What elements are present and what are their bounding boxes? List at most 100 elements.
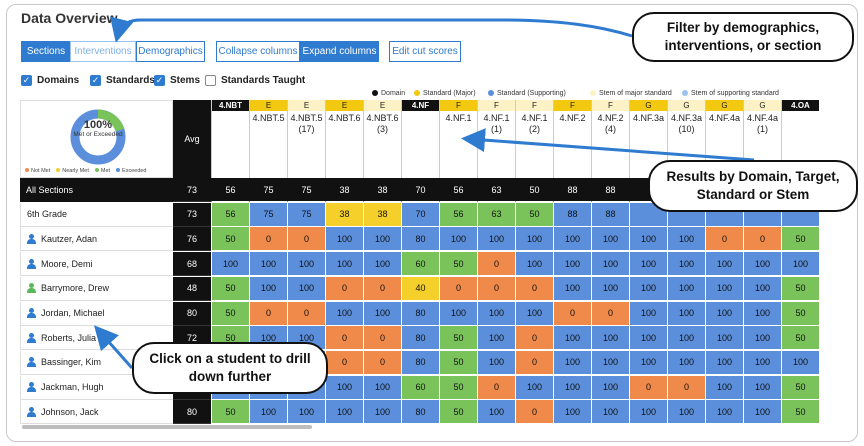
score-cell[interactable]: 0	[515, 276, 553, 301]
score-cell[interactable]: 100	[743, 301, 781, 326]
score-cell[interactable]: 100	[515, 227, 553, 252]
column-header[interactable]: F 4.NF.1 (2)	[515, 100, 553, 178]
score-cell[interactable]: 100	[325, 227, 363, 252]
score-cell[interactable]: 50	[781, 375, 819, 400]
column-header[interactable]: 4.NF	[401, 100, 439, 178]
score-cell[interactable]: 100	[629, 326, 667, 351]
score-cell[interactable]: 100	[781, 350, 819, 375]
score-cell[interactable]: 50	[515, 202, 553, 227]
score-cell[interactable]: 100	[667, 227, 705, 252]
column-header[interactable]: F 4.NF.2	[553, 100, 591, 178]
score-cell[interactable]: 56	[439, 202, 477, 227]
score-cell[interactable]: 80	[401, 301, 439, 326]
score-cell[interactable]: 100	[591, 276, 629, 301]
score-cell[interactable]: 100	[515, 375, 553, 400]
score-cell[interactable]: 0	[477, 375, 515, 400]
collapse-columns-button[interactable]: Collapse columns	[216, 41, 300, 62]
row-name-cell[interactable]: Kautzer, Adan	[20, 227, 173, 252]
edit-cut-scores-button[interactable]: Edit cut scores	[389, 41, 461, 62]
score-cell[interactable]: 50	[439, 350, 477, 375]
score-cell[interactable]: 100	[477, 326, 515, 351]
checkbox-icon[interactable]	[205, 74, 216, 86]
sections-button[interactable]: Sections	[21, 41, 71, 62]
expand-columns-button[interactable]: Expand columns	[300, 41, 379, 62]
score-cell[interactable]: 63	[477, 202, 515, 227]
row-name-cell[interactable]: 6th Grade	[20, 202, 173, 227]
score-cell[interactable]: 75	[249, 202, 287, 227]
row-name-cell[interactable]: All Sections	[20, 178, 173, 202]
score-cell[interactable]: 100	[439, 227, 477, 252]
score-cell[interactable]: 0	[363, 350, 401, 375]
row-name-cell[interactable]: Barrymore, Drew	[20, 276, 173, 301]
score-cell[interactable]: 60	[401, 252, 439, 277]
avg-column-header[interactable]: Avg	[173, 100, 211, 178]
score-cell[interactable]: 50	[439, 375, 477, 400]
score-cell[interactable]: 88	[591, 178, 629, 202]
score-cell[interactable]: 0	[591, 301, 629, 326]
score-cell[interactable]: 100	[515, 252, 553, 277]
score-cell[interactable]: 100	[363, 252, 401, 277]
score-cell[interactable]: 0	[553, 301, 591, 326]
score-cell[interactable]: 100	[325, 375, 363, 400]
score-cell[interactable]: 75	[287, 178, 325, 202]
score-cell[interactable]: 0	[287, 301, 325, 326]
score-cell[interactable]: 0	[287, 227, 325, 252]
score-cell[interactable]: 100	[553, 276, 591, 301]
score-cell[interactable]: 100	[705, 400, 743, 425]
score-cell[interactable]: 80	[401, 400, 439, 425]
score-cell[interactable]: 100	[705, 375, 743, 400]
score-cell[interactable]: 50	[439, 326, 477, 351]
score-cell[interactable]: 100	[743, 350, 781, 375]
score-cell[interactable]: 100	[249, 400, 287, 425]
score-cell[interactable]: 100	[705, 350, 743, 375]
horizontal-scrollbar[interactable]	[22, 425, 312, 429]
score-cell[interactable]: 100	[591, 227, 629, 252]
score-cell[interactable]: 56	[439, 178, 477, 202]
score-cell[interactable]: 50	[211, 301, 249, 326]
score-cell[interactable]: 100	[629, 227, 667, 252]
score-cell[interactable]: 100	[477, 227, 515, 252]
score-cell[interactable]: 100	[363, 301, 401, 326]
score-cell[interactable]: 0	[325, 276, 363, 301]
row-name-cell[interactable]: Johnson, Jack	[20, 400, 173, 425]
score-cell[interactable]: 100	[325, 301, 363, 326]
score-cell[interactable]: 100	[591, 252, 629, 277]
score-cell[interactable]: 100	[667, 301, 705, 326]
score-cell[interactable]: 0	[515, 400, 553, 425]
score-cell[interactable]: 100	[477, 400, 515, 425]
score-cell[interactable]: 80	[401, 350, 439, 375]
score-cell[interactable]: 100	[705, 326, 743, 351]
row-name-cell[interactable]: Jordan, Michael	[20, 301, 173, 326]
score-cell[interactable]: 100	[553, 252, 591, 277]
checkbox-icon[interactable]: ✓	[21, 74, 32, 86]
score-cell[interactable]: 50	[781, 276, 819, 301]
score-cell[interactable]: 0	[249, 227, 287, 252]
score-cell[interactable]: 100	[325, 400, 363, 425]
column-header[interactable]: E 4.NBT.5 (17)	[287, 100, 325, 178]
score-cell[interactable]: 88	[591, 202, 629, 227]
score-cell[interactable]: 100	[363, 375, 401, 400]
score-cell[interactable]: 100	[211, 252, 249, 277]
score-cell[interactable]: 50	[781, 326, 819, 351]
score-cell[interactable]: 100	[553, 375, 591, 400]
score-cell[interactable]: 100	[629, 276, 667, 301]
score-cell[interactable]: 0	[667, 375, 705, 400]
score-cell[interactable]: 100	[477, 301, 515, 326]
score-cell[interactable]: 75	[287, 202, 325, 227]
score-cell[interactable]: 100	[287, 276, 325, 301]
filter-domains-checkbox[interactable]: ✓ Domains	[21, 74, 79, 86]
filter-standards-taught-checkbox[interactable]: Standards Taught	[205, 74, 305, 86]
score-cell[interactable]: 63	[477, 178, 515, 202]
score-cell[interactable]: 100	[363, 400, 401, 425]
score-cell[interactable]: 0	[629, 375, 667, 400]
score-cell[interactable]: 0	[477, 252, 515, 277]
score-cell[interactable]: 50	[781, 227, 819, 252]
score-cell[interactable]: 0	[515, 326, 553, 351]
score-cell[interactable]: 100	[591, 375, 629, 400]
score-cell[interactable]: 80	[401, 227, 439, 252]
score-cell[interactable]: 100	[743, 326, 781, 351]
column-header[interactable]: E 4.NBT.6 (3)	[363, 100, 401, 178]
column-header[interactable]: E 4.NBT.6	[325, 100, 363, 178]
score-cell[interactable]: 100	[667, 350, 705, 375]
score-cell[interactable]: 0	[363, 326, 401, 351]
